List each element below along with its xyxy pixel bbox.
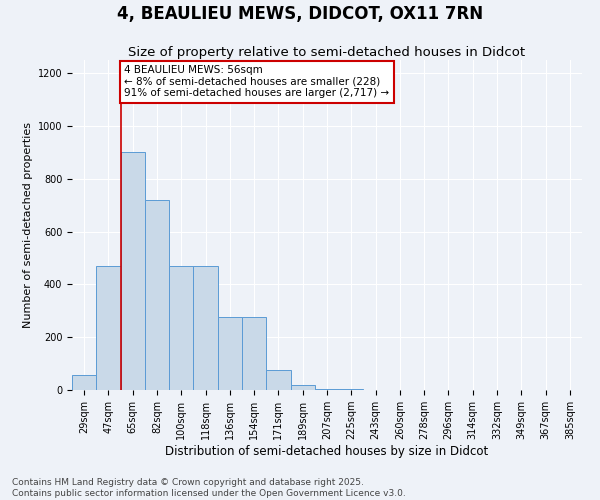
Bar [218, 318, 242, 390]
Y-axis label: Number of semi-detached properties: Number of semi-detached properties [23, 122, 34, 328]
X-axis label: Distribution of semi-detached houses by size in Didcot: Distribution of semi-detached houses by … [166, 445, 488, 458]
Bar [242, 318, 266, 390]
Bar [290, 384, 315, 390]
Bar [72, 376, 96, 390]
Bar [193, 266, 218, 390]
Bar [315, 388, 339, 390]
Bar [145, 200, 169, 390]
Text: 4 BEAULIEU MEWS: 56sqm
← 8% of semi-detached houses are smaller (228)
91% of sem: 4 BEAULIEU MEWS: 56sqm ← 8% of semi-deta… [124, 66, 389, 98]
Text: Contains HM Land Registry data © Crown copyright and database right 2025.
Contai: Contains HM Land Registry data © Crown c… [12, 478, 406, 498]
Title: Size of property relative to semi-detached houses in Didcot: Size of property relative to semi-detach… [128, 46, 526, 59]
Bar [169, 266, 193, 390]
Text: 4, BEAULIEU MEWS, DIDCOT, OX11 7RN: 4, BEAULIEU MEWS, DIDCOT, OX11 7RN [117, 5, 483, 23]
Bar [266, 370, 290, 390]
Bar [96, 266, 121, 390]
Bar [121, 152, 145, 390]
